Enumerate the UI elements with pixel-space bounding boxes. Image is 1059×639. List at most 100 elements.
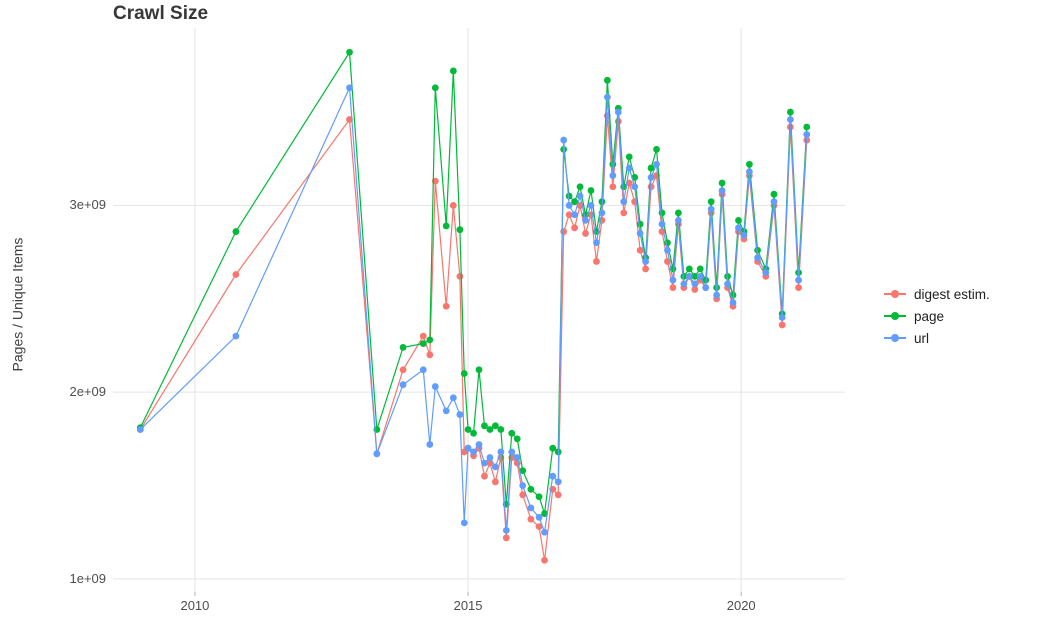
data-point-digest: [593, 258, 600, 265]
data-point-page: [770, 190, 778, 198]
data-point-url: [475, 441, 483, 448]
data-point-digest: [535, 523, 543, 531]
data-point-url: [636, 230, 644, 237]
data-point-url: [508, 448, 516, 456]
data-point-url: [442, 407, 450, 415]
data-point-digest: [481, 472, 488, 480]
data-point-page: [658, 209, 666, 217]
legend-item-page: page: [884, 305, 990, 327]
data-point-url: [702, 284, 710, 291]
data-point-url: [653, 160, 660, 168]
data-point-url: [642, 258, 650, 265]
data-point-page: [497, 426, 505, 433]
data-point-page: [746, 160, 753, 168]
data-point-page: [587, 187, 595, 194]
data-point-page: [541, 510, 548, 517]
data-point-url: [691, 280, 699, 288]
data-point-url: [426, 441, 434, 448]
data-point-url: [571, 211, 578, 219]
data-point-page: [674, 209, 682, 217]
data-point-url: [631, 183, 639, 191]
data-point-page: [685, 265, 693, 273]
data-point-page: [508, 429, 516, 437]
data-point-page: [754, 246, 761, 254]
series-line-digest: [139, 115, 808, 561]
data-point-url: [625, 164, 633, 172]
data-point-digest: [620, 209, 628, 217]
data-point-url: [770, 198, 778, 206]
data-point-page: [456, 226, 464, 234]
data-point-url: [491, 463, 499, 471]
legend-label: digest estim.: [914, 286, 990, 302]
data-point-digest: [565, 211, 573, 219]
data-point-digest: [502, 534, 510, 542]
data-point-page: [527, 485, 535, 493]
data-point-url: [464, 444, 472, 452]
data-point-url: [346, 84, 353, 92]
data-point-digest: [582, 230, 589, 237]
data-point-url: [399, 381, 407, 389]
data-point-url: [740, 231, 748, 239]
x-tick-label: 2015: [453, 598, 483, 613]
y-tick-label: 1e+09: [69, 570, 106, 586]
data-point-url: [609, 172, 617, 179]
data-point-digest: [609, 183, 617, 191]
data-point-page: [647, 164, 655, 172]
data-point-digest: [560, 228, 568, 235]
data-point-page: [609, 160, 617, 168]
data-point-digest: [232, 271, 240, 278]
data-point-url: [136, 426, 144, 433]
data-point-url: [729, 299, 737, 306]
data-point-page: [486, 426, 494, 433]
data-point-url: [549, 472, 557, 480]
data-point-url: [724, 280, 731, 288]
legend-key-icon: [884, 331, 906, 345]
data-point-url: [449, 394, 457, 402]
data-point-page: [426, 336, 434, 344]
legend-key-icon: [884, 309, 906, 323]
data-point-url: [535, 513, 543, 521]
legend-dot-swatch: [891, 290, 899, 298]
data-point-digest: [669, 284, 677, 291]
data-point-url: [746, 168, 753, 176]
data-point-page: [232, 228, 240, 235]
data-point-page: [419, 340, 427, 348]
data-point-url: [593, 239, 600, 247]
data-point-digest: [541, 556, 548, 564]
data-point-page: [449, 67, 457, 75]
data-point-page: [535, 493, 543, 501]
chart-title: Crawl Size: [113, 3, 209, 24]
data-point-url: [598, 209, 606, 217]
legend-item-url: url: [884, 327, 990, 349]
data-point-url: [658, 220, 666, 228]
y-axis-tick-labels: 1e+09 2e+09 3e+09: [62, 0, 106, 639]
data-point-page: [603, 76, 611, 84]
data-point-url: [541, 528, 548, 536]
data-point-url: [576, 192, 584, 200]
data-point-page: [565, 192, 573, 200]
data-point-digest: [778, 321, 786, 329]
data-point-page: [491, 422, 499, 430]
data-point-url: [481, 459, 488, 467]
data-point-url: [502, 526, 510, 534]
data-point-url: [647, 174, 655, 181]
data-point-url: [232, 332, 240, 340]
data-point-url: [674, 216, 682, 224]
data-point-url: [527, 504, 535, 512]
data-point-url: [513, 454, 521, 461]
legend-key-icon: [884, 287, 906, 301]
data-point-url: [685, 272, 693, 280]
data-point-page: [576, 183, 584, 191]
data-point-page: [519, 467, 527, 475]
data-point-url: [786, 116, 794, 123]
legend-item-digest: digest estim.: [884, 283, 990, 305]
data-point-url: [754, 254, 761, 262]
data-point-url: [664, 246, 671, 254]
data-point-url: [718, 187, 726, 194]
data-point-url: [614, 108, 622, 116]
y-axis-label: Pages / Unique Items: [9, 237, 26, 372]
data-point-url: [460, 519, 468, 527]
data-point-digest: [636, 246, 644, 254]
data-point-digest: [691, 286, 699, 293]
